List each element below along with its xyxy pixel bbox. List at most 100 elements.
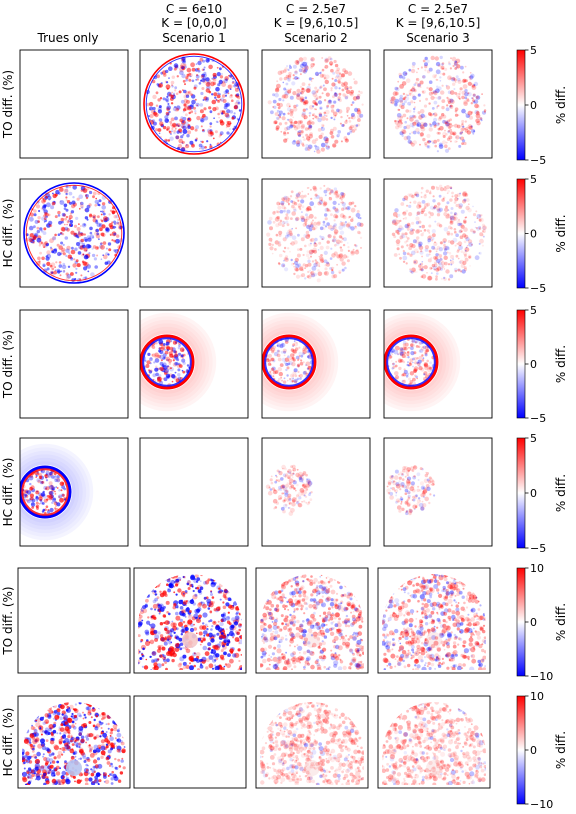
- speckle: [296, 619, 300, 624]
- speckle: [453, 78, 457, 82]
- speckle: [337, 630, 340, 633]
- speckle: [235, 99, 240, 104]
- speckle: [347, 71, 353, 76]
- speckle: [274, 506, 278, 509]
- speckle: [456, 193, 461, 197]
- colorbar-tick-label: −5: [530, 542, 546, 555]
- speckle: [274, 370, 278, 374]
- speckle: [329, 578, 333, 582]
- speckle: [408, 508, 412, 511]
- speckle: [420, 210, 424, 215]
- speckle: [355, 124, 359, 127]
- speckle: [338, 253, 343, 259]
- speckle: [337, 96, 341, 100]
- speckle: [196, 586, 199, 590]
- speckle: [305, 207, 310, 212]
- speckle: [419, 143, 421, 146]
- speckle: [408, 109, 412, 113]
- speckle: [301, 474, 304, 477]
- speckle: [64, 236, 69, 240]
- speckle: [470, 111, 474, 114]
- speckle: [461, 90, 466, 96]
- speckle: [345, 644, 350, 649]
- speckle: [300, 217, 306, 222]
- speckle: [407, 101, 411, 106]
- speckle: [299, 623, 304, 628]
- speckle: [207, 642, 212, 647]
- speckle: [467, 203, 470, 206]
- speckle: [350, 250, 354, 254]
- speckle: [286, 107, 292, 112]
- figure-row: TO diff. (%)50−5% diff.: [1, 44, 568, 167]
- speckle: [464, 79, 468, 83]
- speckle: [333, 118, 336, 121]
- speckle: [422, 75, 426, 79]
- speckle: [321, 618, 326, 623]
- speckle: [314, 86, 318, 90]
- speckle: [309, 224, 314, 228]
- speckle: [265, 638, 269, 642]
- speckle: [341, 237, 344, 240]
- speckle: [399, 84, 404, 89]
- speckle: [274, 92, 279, 98]
- speckle: [300, 609, 303, 611]
- speckle: [285, 213, 289, 217]
- speckle: [283, 132, 287, 136]
- panel-frame: [19, 178, 129, 288]
- speckle: [454, 197, 459, 202]
- speckle: [158, 612, 161, 615]
- speckle: [43, 209, 48, 214]
- speckle: [318, 134, 323, 139]
- speckle: [43, 246, 45, 249]
- speckle: [432, 233, 436, 238]
- speckle: [227, 103, 230, 106]
- speckle: [442, 238, 447, 243]
- speckle: [272, 625, 278, 630]
- speckle: [458, 92, 461, 96]
- speckle: [185, 99, 190, 104]
- speckle: [281, 484, 286, 489]
- speckle: [331, 612, 334, 615]
- speckle: [335, 190, 339, 194]
- speckle: [317, 645, 321, 649]
- speckle: [397, 353, 400, 356]
- speckle: [424, 115, 427, 118]
- difference-map: [140, 312, 217, 412]
- speckle: [304, 375, 307, 378]
- speckle: [421, 208, 426, 213]
- speckle: [401, 354, 406, 358]
- speckle: [217, 590, 221, 594]
- speckle: [332, 143, 337, 148]
- speckle: [339, 240, 343, 244]
- speckle: [85, 194, 88, 197]
- speckle: [303, 233, 308, 239]
- speckle: [422, 487, 425, 490]
- speckle: [32, 241, 35, 244]
- phantom-disk: [385, 336, 437, 388]
- speckle: [290, 258, 293, 262]
- speckle: [325, 628, 330, 633]
- speckle: [170, 628, 175, 633]
- speckle: [400, 347, 404, 351]
- speckle: [294, 595, 297, 598]
- speckle: [314, 259, 317, 262]
- speckle: [459, 229, 463, 233]
- speckle: [48, 220, 53, 225]
- speckle: [175, 135, 180, 140]
- speckle: [201, 140, 204, 144]
- speckle: [159, 97, 163, 100]
- speckle: [313, 101, 317, 105]
- speckle: [300, 211, 303, 214]
- speckle: [307, 482, 310, 485]
- speckle: [309, 498, 313, 501]
- speckle: [447, 75, 452, 81]
- speckle: [286, 615, 289, 619]
- speckle: [433, 241, 438, 247]
- speckle: [314, 95, 320, 101]
- speckle: [348, 126, 353, 130]
- speckle: [305, 253, 310, 257]
- speckle: [166, 637, 171, 643]
- speckle: [38, 240, 43, 245]
- heatmap-panel: [383, 309, 493, 419]
- speckle: [141, 619, 144, 622]
